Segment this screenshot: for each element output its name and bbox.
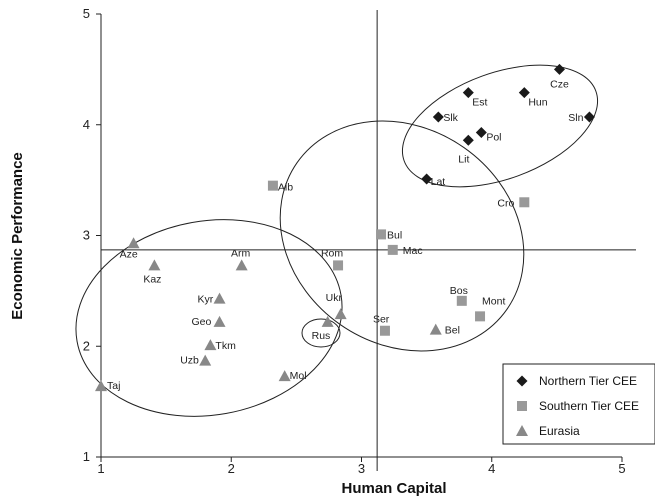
data-point-rom [333, 260, 344, 271]
x-tick-label: 5 [618, 461, 625, 476]
y-tick-label: 5 [83, 6, 90, 21]
data-point-hun [518, 87, 530, 99]
reference-lines [101, 10, 636, 471]
legend: Northern Tier CEE Southern Tier CEE Eurasi… [502, 363, 655, 445]
point-label-ukr: Ukr [326, 292, 343, 304]
point-label-alb: Alb [278, 182, 293, 194]
data-point-slk [432, 111, 444, 123]
data-point-kyr [213, 292, 226, 304]
data-point-uzb [199, 354, 212, 366]
point-label-tkm: Tkm [215, 340, 236, 352]
data-point-bel [429, 323, 442, 335]
data-point-cze [553, 63, 565, 75]
point-label-taj: Taj [107, 380, 120, 392]
point-label-geo: Geo [192, 316, 212, 328]
point-label-hun: Hun [528, 97, 547, 109]
point-label-pol: Pol [486, 132, 501, 144]
point-label-mont: Mont [482, 295, 505, 307]
point-label-ser: Ser [373, 314, 390, 326]
legend-label: Southern Tier CEE [539, 399, 639, 413]
point-label-slk: Slk [443, 112, 458, 124]
data-point-lat [421, 173, 433, 185]
point-label-uzb: Uzb [180, 355, 199, 367]
y-tick-label: 3 [83, 228, 90, 243]
data-point-kaz [148, 259, 161, 271]
y-tick-label: 1 [83, 449, 90, 464]
point-label-arm: Arm [231, 247, 251, 259]
x-tick-label: 2 [228, 461, 235, 476]
point-label-cro: Cro [497, 197, 514, 209]
data-point-geo [213, 315, 226, 327]
data-point-pol [475, 127, 487, 139]
data-point-bos [456, 295, 467, 306]
point-label-mac: Mac [403, 245, 423, 257]
data-point-tkm [204, 339, 217, 351]
data-point-rus [321, 315, 334, 327]
cluster-ellipse-northern [401, 64, 599, 188]
point-label-lit: Lit [458, 153, 469, 165]
x-tick-label: 3 [358, 461, 365, 476]
y-axis-title: Economic Performance [9, 152, 26, 320]
data-point-ser [379, 325, 390, 336]
y-tick-label: 4 [83, 117, 90, 132]
point-label-kyr: Kyr [198, 294, 214, 306]
legend-marker-square [517, 401, 527, 411]
point-label-bul: Bul [387, 229, 402, 241]
data-point-mont [475, 311, 486, 322]
y-tick-label: 2 [83, 338, 90, 353]
point-label-cze: Cze [550, 78, 569, 90]
data-point-cro [519, 197, 530, 208]
legend-box [502, 363, 655, 445]
data-point-bul [376, 229, 387, 240]
point-label-rom: Rom [321, 247, 343, 259]
legend-marker-triangle [516, 425, 528, 436]
point-label-lat: Lat [431, 176, 446, 188]
point-label-sln: Sln [568, 112, 583, 124]
point-label-kaz: Kaz [143, 273, 161, 285]
data-point-mac [387, 244, 398, 255]
point-label-bel: Bel [445, 325, 460, 337]
legend-items: Northern Tier CEE Southern Tier CEE Eurasi… [516, 374, 639, 438]
point-label-bos: Bos [450, 285, 468, 297]
data-point-mol [278, 370, 291, 382]
cluster-ellipse-eurasia [75, 219, 343, 417]
data-point-sln [583, 111, 595, 123]
legend-marker-diamond [516, 375, 528, 387]
x-tick-label: 4 [488, 461, 495, 476]
tick-layer: 1 2 3 4 5 1 2 3 4 5 [83, 6, 626, 476]
data-point-est [462, 87, 474, 99]
data-point-taj [95, 380, 107, 392]
legend-label: Eurasia [539, 424, 580, 438]
data-point-arm [235, 259, 248, 271]
data-point-aze [127, 237, 140, 249]
cluster-ellipses [75, 64, 599, 417]
legend-label: Northern Tier CEE [539, 374, 637, 388]
cluster-ellipse-rus [301, 318, 341, 348]
point-label-rus: Rus [312, 330, 331, 342]
point-label-aze: Aze [120, 248, 138, 260]
data-point-ukr [334, 308, 347, 320]
x-tick-label: 1 [97, 461, 104, 476]
point-label-mol: Mol [290, 370, 307, 382]
x-axis-title: Human Capital [341, 480, 446, 497]
data-point-alb [267, 180, 278, 191]
point-label-est: Est [472, 97, 487, 109]
data-points [95, 63, 595, 392]
data-point-lit [462, 134, 474, 146]
